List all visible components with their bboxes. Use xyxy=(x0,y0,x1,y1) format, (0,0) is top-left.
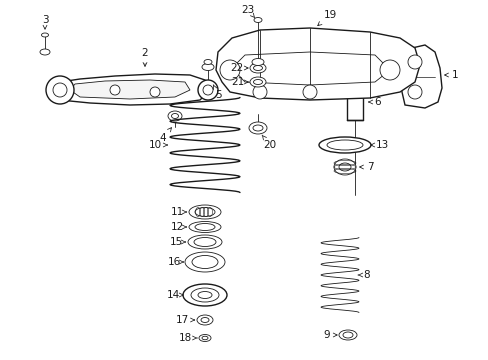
Polygon shape xyxy=(399,45,441,108)
Text: 13: 13 xyxy=(370,140,388,150)
Text: 3: 3 xyxy=(41,15,48,29)
Ellipse shape xyxy=(203,59,212,64)
Circle shape xyxy=(110,85,120,95)
Ellipse shape xyxy=(187,235,222,249)
Text: 4: 4 xyxy=(160,128,171,143)
Text: 12: 12 xyxy=(170,222,186,232)
Circle shape xyxy=(198,80,218,100)
Text: 6: 6 xyxy=(368,97,381,107)
Polygon shape xyxy=(70,80,190,99)
Ellipse shape xyxy=(338,330,356,340)
Ellipse shape xyxy=(40,49,50,55)
Ellipse shape xyxy=(333,159,355,175)
Text: 11: 11 xyxy=(170,207,186,217)
Circle shape xyxy=(252,85,266,99)
Ellipse shape xyxy=(194,238,216,247)
Ellipse shape xyxy=(191,288,219,302)
Ellipse shape xyxy=(189,221,221,233)
Ellipse shape xyxy=(201,318,208,323)
Ellipse shape xyxy=(252,125,263,131)
Circle shape xyxy=(220,60,240,80)
Text: 15: 15 xyxy=(169,237,185,247)
Text: 19: 19 xyxy=(317,10,336,26)
Ellipse shape xyxy=(199,334,210,342)
Ellipse shape xyxy=(253,80,262,85)
Circle shape xyxy=(46,76,74,104)
Ellipse shape xyxy=(183,284,226,306)
Text: 10: 10 xyxy=(148,140,167,150)
Ellipse shape xyxy=(41,33,48,37)
Ellipse shape xyxy=(248,122,266,134)
Ellipse shape xyxy=(195,224,215,230)
Text: 7: 7 xyxy=(359,162,372,172)
Text: 23: 23 xyxy=(241,5,254,18)
Ellipse shape xyxy=(342,332,352,338)
Text: 21: 21 xyxy=(231,77,247,87)
Circle shape xyxy=(53,83,67,97)
Text: 16: 16 xyxy=(167,257,183,267)
Polygon shape xyxy=(55,74,209,105)
Text: 14: 14 xyxy=(166,290,183,300)
Ellipse shape xyxy=(195,207,215,216)
Ellipse shape xyxy=(189,205,221,219)
Text: 18: 18 xyxy=(178,333,197,343)
Ellipse shape xyxy=(197,315,213,325)
Ellipse shape xyxy=(198,292,212,298)
Ellipse shape xyxy=(249,77,265,87)
Ellipse shape xyxy=(168,111,182,121)
Polygon shape xyxy=(216,28,419,100)
Text: 17: 17 xyxy=(175,315,194,325)
Text: 9: 9 xyxy=(323,330,336,340)
Ellipse shape xyxy=(253,66,262,71)
Ellipse shape xyxy=(338,163,350,171)
Text: 22: 22 xyxy=(230,63,247,73)
Ellipse shape xyxy=(184,252,224,272)
Text: 2: 2 xyxy=(142,48,148,66)
Circle shape xyxy=(379,60,399,80)
Circle shape xyxy=(407,55,421,69)
Text: 8: 8 xyxy=(357,270,369,280)
Circle shape xyxy=(203,85,213,95)
Ellipse shape xyxy=(251,58,264,66)
Circle shape xyxy=(407,85,421,99)
Ellipse shape xyxy=(249,63,265,73)
Text: 5: 5 xyxy=(213,85,221,100)
Circle shape xyxy=(303,85,316,99)
Ellipse shape xyxy=(202,63,214,71)
Text: 1: 1 xyxy=(444,70,457,80)
Ellipse shape xyxy=(326,140,362,150)
Ellipse shape xyxy=(192,256,218,269)
Ellipse shape xyxy=(202,336,207,340)
Ellipse shape xyxy=(318,137,370,153)
Circle shape xyxy=(150,87,160,97)
Ellipse shape xyxy=(253,18,262,22)
Ellipse shape xyxy=(171,113,178,118)
Text: 20: 20 xyxy=(262,135,276,150)
